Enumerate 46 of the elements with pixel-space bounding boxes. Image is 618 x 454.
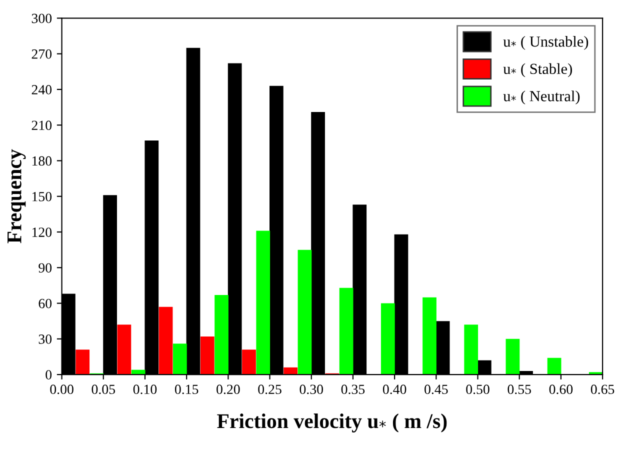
y-tick-label: 240 (32, 85, 52, 94)
legend-label: u$_{*}$ ( Neutral) (503, 90, 580, 104)
y-tick-label: 150 (32, 192, 52, 202)
bar (242, 350, 256, 375)
bar (298, 250, 312, 375)
bar (464, 324, 478, 375)
bar (380, 303, 395, 375)
x-tick-label: 0.50 (466, 384, 490, 394)
y-tick-label: 300 (32, 14, 52, 24)
x-tick-label: 0.00 (50, 384, 74, 394)
legend-label: u$_{*}$ ( Stable) (503, 63, 572, 78)
bar (506, 338, 520, 375)
x-tick-label: 0.55 (508, 384, 531, 394)
bar (173, 344, 187, 375)
legend-label: u$_{*}$ ( Unstable) (503, 36, 588, 50)
bar (214, 294, 228, 375)
x-tick-label: 0.65 (590, 384, 614, 394)
bar (547, 358, 562, 375)
y-tick-label: 90 (38, 263, 52, 273)
x-tick-label: 0.40 (382, 384, 406, 394)
y-tick-label: 270 (32, 49, 52, 59)
bar (158, 306, 173, 375)
bar (76, 350, 90, 375)
bar (256, 230, 270, 375)
y-tick-label: 210 (32, 120, 52, 130)
x-tick-label: 0.10 (133, 384, 157, 394)
y-tick-label: 30 (38, 334, 52, 344)
y-tick-label: 120 (32, 228, 52, 237)
x-tick-label: 0.15 (174, 384, 198, 394)
x-tick-label: 0.60 (549, 384, 573, 394)
bar (339, 288, 354, 375)
bar (117, 324, 132, 375)
x-tick-label: 0.25 (258, 384, 282, 394)
y-tick-label: 0 (46, 370, 52, 380)
bar (422, 297, 436, 375)
x-tick-label: 0.20 (216, 384, 240, 394)
x-tick-label: 0.30 (300, 384, 323, 394)
bar (200, 336, 214, 375)
y-axis-title: Frequency (8, 149, 26, 244)
x-axis-title: Friction velocity u$_{*}$ ( m /s) (217, 414, 447, 432)
x-tick-label: 0.35 (341, 384, 365, 394)
x-tick-label: 0.45 (424, 384, 448, 394)
bar (284, 367, 298, 375)
y-tick-label: 60 (38, 298, 52, 308)
x-tick-label: 0.05 (92, 384, 116, 394)
y-tick-label: 180 (32, 156, 52, 166)
